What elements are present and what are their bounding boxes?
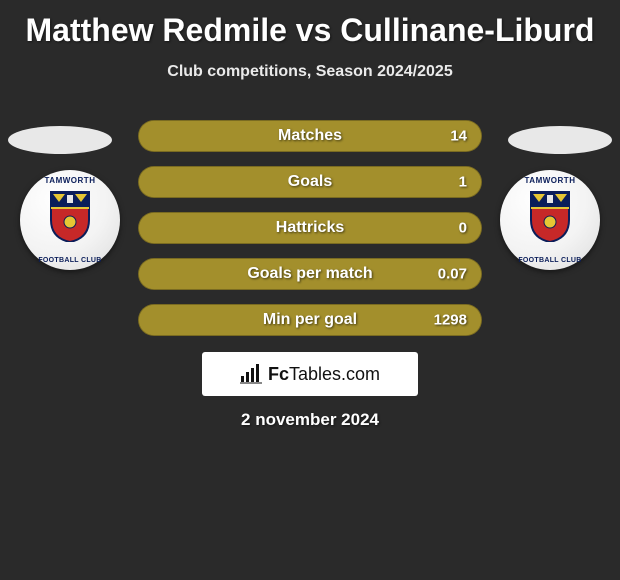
- club-crest-left: TAMWORTH FOOTBALL CLUB: [20, 170, 120, 270]
- stat-bar-left: [139, 167, 310, 197]
- brand-suffix: Tables.com: [289, 364, 380, 384]
- player-right-placeholder: [508, 126, 612, 154]
- stat-value-right: 14: [450, 128, 467, 145]
- stat-label: Min per goal: [263, 311, 357, 329]
- stat-row: Goals 1: [138, 166, 482, 198]
- stat-value-right: 1: [459, 174, 467, 191]
- crest-top-text: TAMWORTH: [513, 176, 587, 185]
- stat-bar-right: [310, 167, 481, 197]
- stat-label: Hattricks: [276, 219, 344, 237]
- stat-row: Goals per match 0.07: [138, 258, 482, 290]
- stat-label: Goals: [288, 173, 332, 191]
- crest-bottom-text: FOOTBALL CLUB: [513, 257, 587, 264]
- crest-top-text: TAMWORTH: [33, 176, 107, 185]
- subtitle: Club competitions, Season 2024/2025: [0, 63, 620, 81]
- stat-label: Goals per match: [247, 265, 372, 283]
- club-crest-right: TAMWORTH FOOTBALL CLUB: [500, 170, 600, 270]
- stats-rows: Matches 14 Goals 1 Hattricks 0 Goals per…: [138, 120, 482, 350]
- comparison-card: Matthew Redmile vs Cullinane-Liburd Club…: [0, 0, 620, 580]
- page-title: Matthew Redmile vs Cullinane-Liburd: [0, 0, 620, 49]
- shield-icon: [527, 190, 573, 242]
- stat-label: Matches: [278, 127, 342, 145]
- brand-text: FcTables.com: [268, 364, 380, 385]
- date-text: 2 november 2024: [241, 410, 379, 430]
- stat-value-right: 0.07: [438, 266, 467, 283]
- stat-row: Min per goal 1298: [138, 304, 482, 336]
- stat-row: Matches 14: [138, 120, 482, 152]
- crest-inner: TAMWORTH FOOTBALL CLUB: [33, 176, 107, 264]
- stat-value-right: 0: [459, 220, 467, 237]
- brand-prefix: Fc: [268, 364, 289, 384]
- shield-icon: [47, 190, 93, 242]
- crest-inner: TAMWORTH FOOTBALL CLUB: [513, 176, 587, 264]
- bar-chart-icon: [240, 364, 262, 384]
- player-left-placeholder: [8, 126, 112, 154]
- stat-row: Hattricks 0: [138, 212, 482, 244]
- crest-bottom-text: FOOTBALL CLUB: [33, 257, 107, 264]
- brand-badge: FcTables.com: [202, 352, 418, 396]
- stat-value-right: 1298: [434, 312, 467, 329]
